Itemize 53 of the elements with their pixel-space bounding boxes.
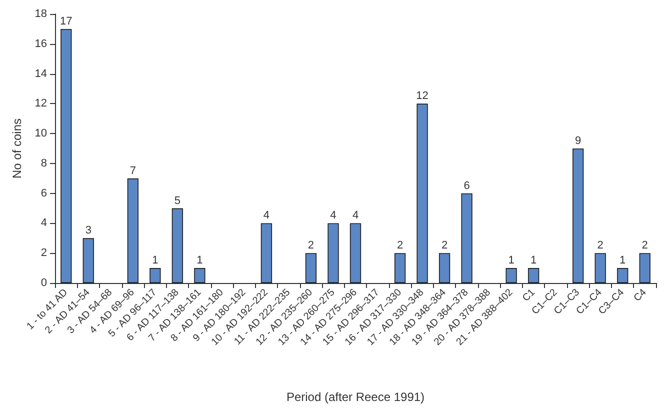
- data-label: 2: [308, 240, 314, 252]
- data-label: 4: [330, 210, 336, 222]
- y-tick-label: 4: [40, 217, 47, 230]
- y-tick-label: 12: [34, 98, 47, 110]
- y-tick-label: 10: [34, 128, 47, 140]
- bar: [60, 28, 72, 283]
- bar: [416, 104, 428, 283]
- bar: [639, 253, 650, 283]
- y-tick-label: 2: [40, 247, 47, 260]
- bar: [461, 193, 472, 283]
- y-axis-title: No of coins: [10, 118, 24, 179]
- bar: [350, 223, 362, 283]
- data-label: 1: [530, 254, 537, 267]
- bar: [438, 253, 450, 283]
- data-label: 1: [196, 254, 203, 267]
- y-tick-label: 16: [34, 38, 47, 50]
- data-label: 5: [174, 194, 180, 207]
- y-tick-label: 18: [34, 8, 47, 20]
- data-label: 2: [396, 240, 404, 252]
- bar: [594, 253, 606, 283]
- y-tick-label: 0: [40, 277, 47, 289]
- bar: [194, 268, 206, 283]
- bar: [506, 268, 517, 283]
- y-tick-label: 6: [40, 187, 47, 200]
- bar: [82, 238, 94, 283]
- data-label: 17: [60, 15, 72, 28]
- bar: [305, 253, 317, 283]
- data-label: 1: [508, 254, 514, 267]
- bar: [617, 268, 628, 283]
- bar: [260, 223, 272, 283]
- x-axis-title: Period (after Reece 1991): [286, 390, 425, 404]
- bar: [394, 253, 406, 283]
- data-label: 9: [575, 135, 582, 147]
- data-label: 3: [85, 224, 92, 237]
- data-label: 4: [263, 210, 270, 222]
- data-label: 12: [416, 90, 428, 102]
- x-tick-label: C4: [632, 286, 650, 304]
- data-label: 1: [152, 254, 158, 267]
- data-label: 2: [597, 240, 604, 252]
- bar: [150, 268, 161, 283]
- data-label: 6: [464, 180, 470, 192]
- data-label: 2: [441, 240, 448, 252]
- data-label: 1: [620, 254, 626, 267]
- bar: [528, 268, 540, 283]
- data-label: 4: [352, 210, 359, 222]
- y-tick-label: 8: [40, 157, 47, 170]
- data-label: 2: [642, 240, 648, 252]
- bar: [172, 208, 183, 283]
- data-label: 7: [130, 164, 136, 177]
- bar: [572, 148, 584, 283]
- bar: [328, 223, 339, 283]
- bar: [127, 178, 138, 283]
- y-tick-label: 14: [34, 68, 47, 80]
